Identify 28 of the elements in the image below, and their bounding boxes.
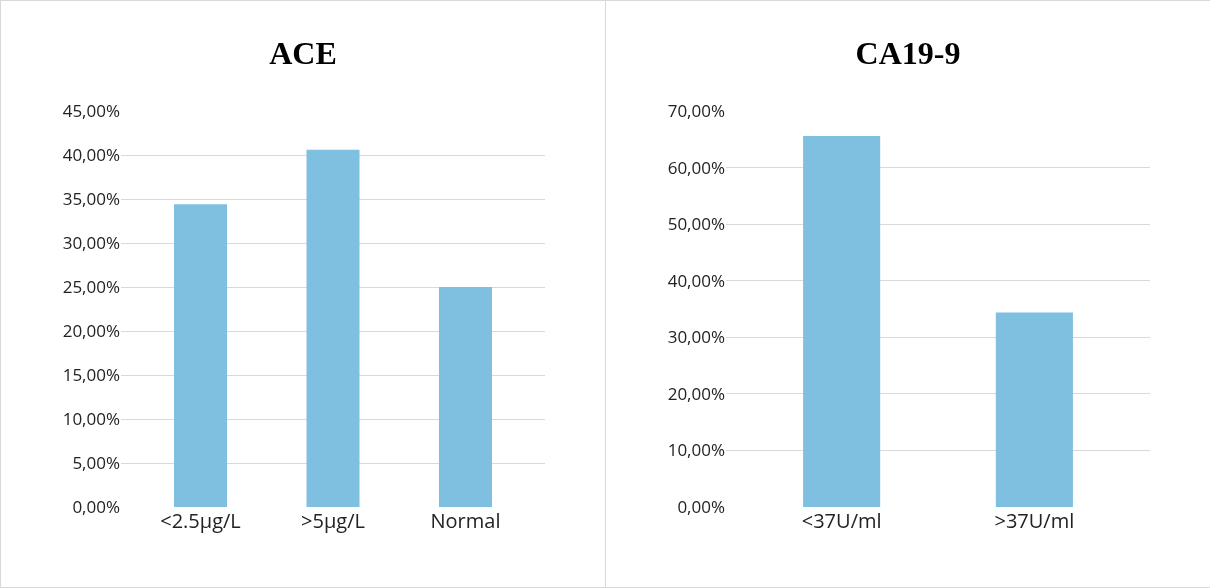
bar [174,204,227,507]
chart-title: ACE [269,35,337,72]
x-tick-label: >37U/ml [994,507,1075,534]
y-tick-label: 5,00% [72,450,120,474]
y-tick-label: 45,00% [62,98,120,122]
y-tick-label: 20,00% [667,381,725,405]
y-tick-label: 10,00% [667,438,725,462]
y-tick-label: 40,00% [62,142,120,166]
y-tick-label: 20,00% [62,318,120,342]
y-tick-label: 0,00% [72,494,120,518]
x-tick-label: Normal [430,507,501,534]
x-tick-label: <37U/ml [801,507,882,534]
y-tick-label: 25,00% [62,274,120,298]
x-tick-label: <2.5µg/L [160,507,241,534]
y-tick-label: 10,00% [62,406,120,430]
y-tick-label: 50,00% [667,212,725,236]
bar [306,149,360,507]
y-tick-label: 35,00% [62,186,120,210]
bar [439,287,492,507]
x-tick-label: >5µg/L [301,507,365,534]
y-tick-label: 30,00% [667,325,725,349]
y-tick-label: 40,00% [667,268,725,292]
y-tick-label: 0,00% [677,494,725,518]
y-tick-label: 70,00% [667,98,725,122]
y-tick-label: 15,00% [62,362,120,386]
y-tick-label: 30,00% [62,230,120,254]
chart-title: CA19-9 [855,35,961,72]
y-tick-label: 60,00% [667,155,725,179]
